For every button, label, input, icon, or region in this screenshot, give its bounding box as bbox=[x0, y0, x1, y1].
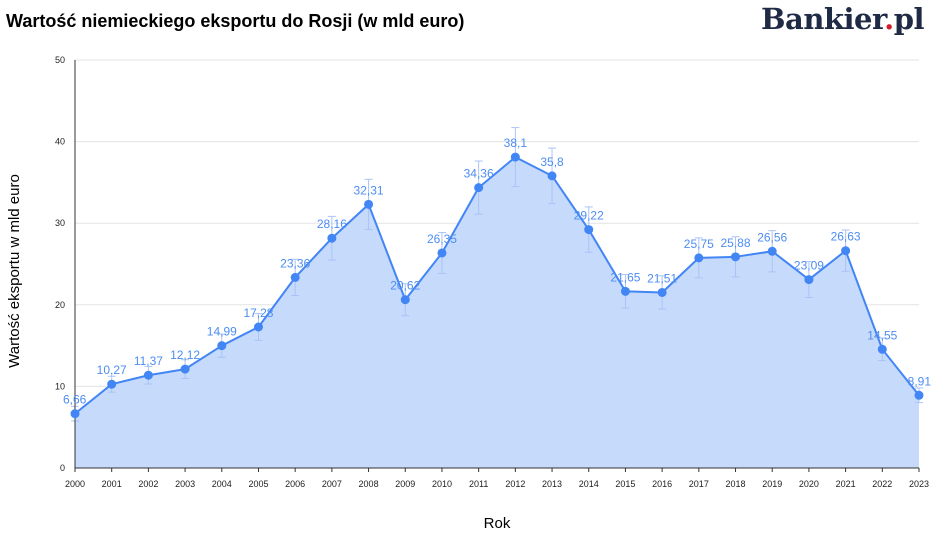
x-tick-label: 2006 bbox=[285, 479, 305, 489]
data-point bbox=[180, 364, 190, 374]
x-tick-label: 2017 bbox=[689, 479, 709, 489]
data-point bbox=[877, 344, 887, 354]
data-label: 21,51 bbox=[647, 271, 677, 285]
data-point bbox=[143, 370, 153, 380]
data-point bbox=[804, 275, 814, 285]
x-tick-label: 2016 bbox=[652, 479, 672, 489]
x-tick-label: 2019 bbox=[762, 479, 782, 489]
x-tick-label: 2022 bbox=[872, 479, 892, 489]
x-tick-label: 2007 bbox=[322, 479, 342, 489]
x-tick-label: 2000 bbox=[65, 479, 85, 489]
y-tick-label: 20 bbox=[55, 300, 65, 310]
tick-labels: 0 10 20 30 40 50 2000 2001 2002 2003 2004 2005 2006 2… bbox=[55, 55, 929, 489]
x-tick-label: 2014 bbox=[579, 479, 599, 489]
data-label: 21,65 bbox=[610, 270, 640, 284]
x-tick-label: 2004 bbox=[212, 479, 232, 489]
x-tick-label: 2021 bbox=[836, 479, 856, 489]
y-tick-label: 0 bbox=[60, 463, 65, 473]
x-tick-label: 2010 bbox=[432, 479, 452, 489]
data-point bbox=[914, 390, 924, 400]
data-point bbox=[474, 183, 484, 193]
data-label: 10,27 bbox=[97, 363, 127, 377]
y-tick-label: 30 bbox=[55, 218, 65, 228]
x-tick-label: 2005 bbox=[248, 479, 268, 489]
data-label: 28,16 bbox=[317, 217, 347, 231]
data-label: 26,56 bbox=[757, 230, 787, 244]
data-point bbox=[437, 248, 447, 258]
data-label: 29,22 bbox=[574, 209, 604, 223]
x-tick-label: 2001 bbox=[102, 479, 122, 489]
data-point bbox=[217, 341, 227, 351]
data-point bbox=[657, 287, 667, 297]
series-line bbox=[74, 156, 920, 415]
data-label: 26,35 bbox=[427, 232, 457, 246]
data-label: 23,36 bbox=[280, 256, 310, 270]
y-axis-title: Wartość eksportu w mld euro bbox=[6, 174, 23, 368]
x-axis-title: Rok bbox=[484, 515, 511, 532]
data-label: 38,1 bbox=[504, 136, 528, 150]
data-point bbox=[290, 272, 300, 282]
x-tick-label: 2012 bbox=[505, 479, 525, 489]
x-tick-label: 2023 bbox=[909, 479, 929, 489]
data-label: 23,09 bbox=[794, 259, 824, 273]
x-tick-label: 2003 bbox=[175, 479, 195, 489]
x-tick-label: 2013 bbox=[542, 479, 562, 489]
data-point bbox=[70, 409, 80, 419]
brand-dot: . bbox=[884, 2, 894, 36]
data-points bbox=[70, 152, 924, 419]
data-point bbox=[547, 171, 557, 181]
area-layer bbox=[75, 157, 919, 468]
x-tick-label: 2008 bbox=[359, 479, 379, 489]
area-fill bbox=[75, 157, 919, 468]
data-label: 6,66 bbox=[63, 393, 87, 407]
data-label: 14,99 bbox=[207, 325, 237, 339]
y-tick-label: 50 bbox=[55, 55, 65, 65]
data-label: 11,37 bbox=[134, 354, 163, 368]
x-tick-label: 2009 bbox=[395, 479, 415, 489]
x-tick-label: 2020 bbox=[799, 479, 819, 489]
data-point bbox=[694, 253, 704, 263]
brand-name: Bankier bbox=[761, 2, 885, 36]
data-point bbox=[767, 246, 777, 256]
data-point bbox=[400, 295, 410, 305]
y-tick-label: 10 bbox=[55, 381, 65, 391]
data-point bbox=[364, 199, 374, 209]
data-label: 32,31 bbox=[354, 183, 384, 197]
data-label: 20,62 bbox=[390, 279, 420, 293]
data-point bbox=[620, 286, 630, 296]
data-point bbox=[253, 322, 263, 332]
data-point bbox=[327, 233, 337, 243]
data-label: 35,8 bbox=[540, 155, 564, 169]
data-label: 14,55 bbox=[867, 328, 897, 342]
data-label: 8,91 bbox=[908, 374, 932, 388]
data-label: 26,63 bbox=[831, 230, 861, 244]
x-tick-label: 2002 bbox=[138, 479, 158, 489]
y-tick-label: 40 bbox=[55, 137, 65, 147]
data-label: 17,28 bbox=[243, 306, 273, 320]
x-tick-label: 2011 bbox=[469, 479, 488, 489]
x-tick-label: 2015 bbox=[615, 479, 635, 489]
data-point bbox=[841, 246, 851, 256]
data-label: 34,36 bbox=[464, 167, 494, 181]
brand-suffix: pl bbox=[893, 2, 925, 36]
line-layer bbox=[74, 156, 920, 415]
data-point bbox=[584, 225, 594, 235]
data-point bbox=[107, 379, 117, 389]
x-tick-label: 2018 bbox=[726, 479, 746, 489]
data-point bbox=[731, 252, 741, 262]
data-label: 12,12 bbox=[170, 348, 200, 362]
axes bbox=[74, 60, 920, 472]
data-label: 25,88 bbox=[721, 236, 751, 250]
data-label: 25,75 bbox=[684, 237, 714, 251]
data-point bbox=[510, 152, 520, 162]
data-labels: 6,66 10,27 11,37 12,12 14,99 17,28 23,36 28,16 3… bbox=[63, 136, 931, 407]
chart-title: Wartość niemieckiego eksportu do Rosji (… bbox=[6, 11, 465, 31]
bankier-logo: Bankier.pl bbox=[761, 2, 924, 36]
